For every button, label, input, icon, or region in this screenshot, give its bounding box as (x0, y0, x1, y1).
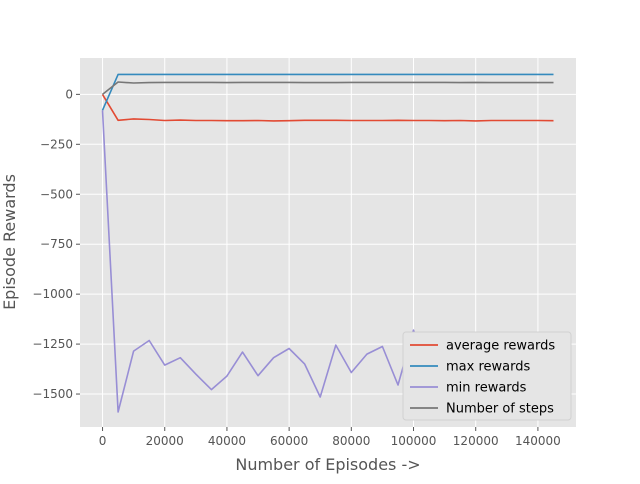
legend-label: average rewards (446, 339, 555, 354)
x-tick-label: 0 (99, 434, 107, 448)
x-tick-label: 60000 (270, 434, 308, 448)
y-tick-label: −500 (40, 187, 73, 201)
series-lines (101, 73, 555, 413)
x-tick-label: 120000 (453, 434, 499, 448)
x-axis-ticks: 0 20000 40000 60000 80000 100000 120000 140000 (99, 427, 561, 448)
x-tick-label: 80000 (332, 434, 370, 448)
legend-label: max rewards (446, 360, 530, 375)
series-line-max-rewards (101, 73, 554, 111)
x-tick-label: 140000 (515, 434, 561, 448)
y-axis-ticks: 0 −250 −500 −750 −1000 −1250 −1500 (32, 87, 80, 401)
y-tick-label: −750 (40, 237, 73, 251)
x-tick-label: 100000 (391, 434, 437, 448)
y-tick-label: −1000 (32, 287, 73, 301)
legend-box (402, 331, 572, 421)
y-tick-label: −1500 (32, 387, 73, 401)
y-tick-label: 0 (65, 87, 73, 101)
y-tick-label: −250 (40, 137, 73, 151)
y-axis-label: Episode Rewards (0, 174, 19, 310)
y-tick-label: −1250 (32, 337, 73, 351)
legend-label: Number of steps (446, 402, 554, 417)
series-line-number-of-steps (102, 81, 554, 96)
series-line-average-rewards (101, 93, 554, 122)
x-tick-label: 40000 (208, 434, 246, 448)
x-tick-label: 20000 (146, 434, 184, 448)
legend-label: min rewards (446, 381, 527, 396)
x-axis-label: Number of Episodes -> (235, 455, 420, 474)
legend: average rewards max rewards min rewards Num… (402, 331, 572, 421)
